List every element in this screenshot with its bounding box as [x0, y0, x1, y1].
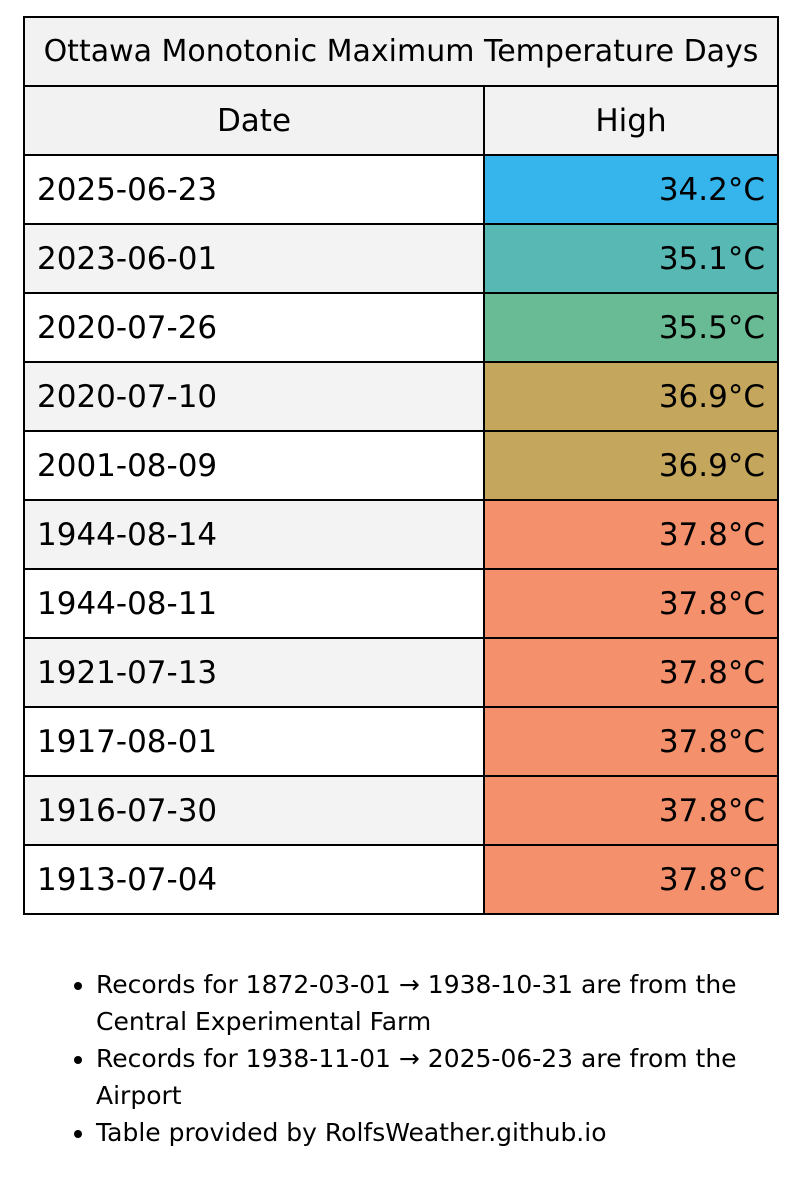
date-cell: 1913-07-04 — [23, 844, 485, 915]
table-row: 2025-06-23 34.2°C — [23, 154, 779, 225]
table-row: 2020-07-26 35.5°C — [23, 292, 779, 363]
high-cell: 36.9°C — [483, 361, 779, 432]
high-cell: 34.2°C — [483, 154, 779, 225]
high-cell: 37.8°C — [483, 775, 779, 846]
table-row: 2001-08-09 36.9°C — [23, 430, 779, 501]
table-row: 1916-07-30 37.8°C — [23, 775, 779, 846]
date-cell: 2001-08-09 — [23, 430, 485, 501]
note-item: Records for 1938-11-01 → 2025-06-23 are … — [96, 1040, 796, 1114]
table-body: 2025-06-23 34.2°C 2023-06-01 35.1°C 2020-07-… — [23, 154, 779, 915]
table-row: 2020-07-10 36.9°C — [23, 361, 779, 432]
high-cell: 35.1°C — [483, 223, 779, 294]
high-cell: 37.8°C — [483, 499, 779, 570]
high-cell: 37.8°C — [483, 637, 779, 708]
table-row: 1917-08-01 37.8°C — [23, 706, 779, 777]
table-title: Ottawa Monotonic Maximum Temperature Day… — [23, 16, 779, 87]
date-cell: 2020-07-26 — [23, 292, 485, 363]
date-cell: 1917-08-01 — [23, 706, 485, 777]
high-cell: 37.8°C — [483, 706, 779, 777]
records-table-container: Ottawa Monotonic Maximum Temperature Day… — [23, 16, 779, 915]
high-cell: 36.9°C — [483, 430, 779, 501]
date-cell: 2020-07-10 — [23, 361, 485, 432]
notes-list: Records for 1872-03-01 → 1938-10-31 are … — [64, 966, 796, 1151]
title-row: Ottawa Monotonic Maximum Temperature Day… — [23, 16, 779, 87]
table-row: 1944-08-11 37.8°C — [23, 568, 779, 639]
date-cell: 1944-08-11 — [23, 568, 485, 639]
table-row: 1913-07-04 37.8°C — [23, 844, 779, 915]
date-cell: 1921-07-13 — [23, 637, 485, 708]
date-cell: 2023-06-01 — [23, 223, 485, 294]
date-cell: 1944-08-14 — [23, 499, 485, 570]
table-row: 2023-06-01 35.1°C — [23, 223, 779, 294]
note-item: Records for 1872-03-01 → 1938-10-31 are … — [96, 966, 796, 1040]
high-cell: 37.8°C — [483, 844, 779, 915]
table-row: 1944-08-14 37.8°C — [23, 499, 779, 570]
header-row: Date High — [23, 85, 779, 156]
records-table: Ottawa Monotonic Maximum Temperature Day… — [23, 16, 779, 915]
table-row: 1921-07-13 37.8°C — [23, 637, 779, 708]
high-cell: 35.5°C — [483, 292, 779, 363]
column-header-date: Date — [23, 85, 485, 156]
date-cell: 2025-06-23 — [23, 154, 485, 225]
date-cell: 1916-07-30 — [23, 775, 485, 846]
column-header-high: High — [483, 85, 779, 156]
note-item: Table provided by RolfsWeather.github.io — [96, 1114, 796, 1151]
high-cell: 37.8°C — [483, 568, 779, 639]
